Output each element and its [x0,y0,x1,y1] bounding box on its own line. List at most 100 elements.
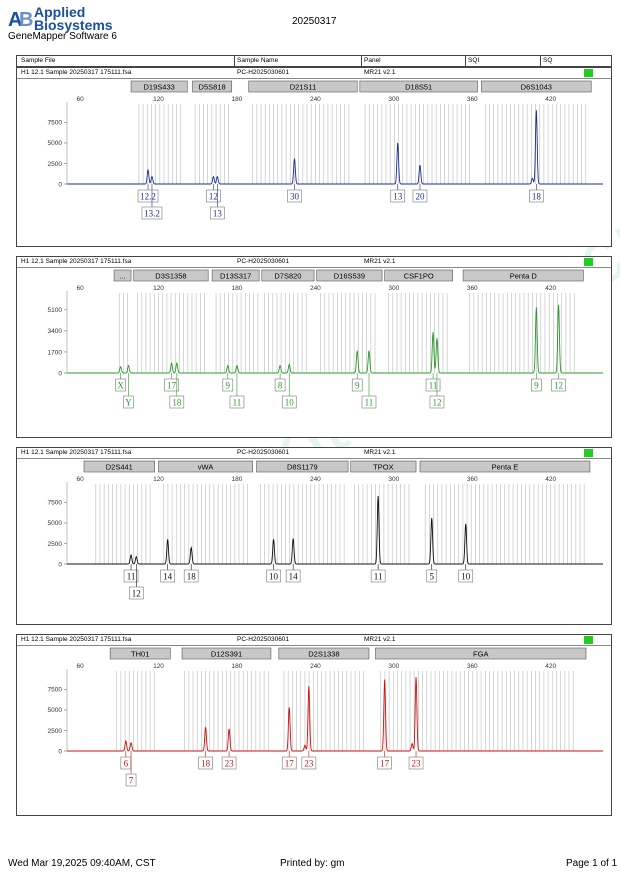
locus-marker-label: Penta D [510,272,538,281]
locus-marker[interactable]: D6S1043 [481,80,592,93]
allele-call[interactable]: 14 [160,564,175,583]
allele-call[interactable]: 11 [123,564,139,583]
allele-call[interactable]: 11 [229,373,245,409]
allele-call[interactable]: Y [123,373,134,409]
locus-marker[interactable]: D8S1179 [256,460,349,473]
allele-call[interactable]: 12.2 [137,184,159,203]
locus-marker[interactable]: D16S539 [316,269,383,282]
locus-marker-label: D5S818 [199,83,226,92]
sample-row[interactable]: H1 12.1 Sample 20250317 175111.fsa PC-H20… [17,448,611,459]
allele-call[interactable]: 30 [287,184,302,203]
sample-row[interactable]: H1 12.1 Sample 20250317 175111.fsa PC-H20… [17,257,611,268]
x-tick-label: 60 [76,663,84,670]
locus-marker-label: D7S820 [274,272,301,281]
y-tick-label: 1700 [48,349,63,356]
locus-marker[interactable]: D5S818 [192,80,233,93]
allele-call[interactable]: 10 [458,564,474,583]
allele-call[interactable]: 8 [274,373,286,392]
allele-call[interactable]: 11 [370,564,386,583]
allele-call-label: 14 [289,572,299,582]
locus-marker[interactable]: D13S317 [211,269,260,282]
allele-call[interactable]: 18 [198,751,213,770]
y-tick-label: 5000 [48,707,63,714]
allele-call[interactable]: 18 [529,184,544,203]
locus-marker[interactable]: FGA [375,647,587,660]
allele-call[interactable]: 13 [390,184,406,203]
sq-status-indicator [584,258,593,266]
allele-call[interactable]: X [115,373,126,392]
allele-call[interactable]: 9 [222,373,234,392]
locus-marker-label: D12S391 [211,650,242,659]
locus-marker[interactable]: Penta D [462,269,584,282]
allele-call[interactable]: 17 [281,751,297,770]
allele-call[interactable]: 17 [164,373,179,392]
col-panel: Panel [364,57,381,64]
sample-row[interactable]: H1 12.1 Sample 20250317 175111.fsa PC-H20… [17,635,611,646]
panel-cell: MR21 v2.1 [364,69,396,76]
col-sample-name: Sample Name [237,57,279,64]
locus-marker[interactable]: D3S1358 [133,269,209,282]
allele-call[interactable]: 5 [426,564,438,583]
allele-call[interactable]: 11 [361,373,377,409]
locus-marker[interactable]: ... [113,269,132,282]
allele-call-label: 13.2 [144,209,160,219]
allele-call[interactable]: 6 [120,751,132,770]
locus-marker-label: D2S441 [106,463,133,472]
allele-call-label: 12 [132,589,141,599]
locus-marker-label: D2S1338 [308,650,339,659]
allele-call-label: 30 [290,192,300,202]
chart-svg: ... D3S1358 D13S317 D7S820 D16S539 CSF1PO Pent… [48,269,603,409]
allele-call[interactable]: 9 [531,373,542,392]
allele-call[interactable]: 12 [206,184,221,203]
sample-file-cell: H1 12.1 Sample 20250317 175111.fsa [21,69,132,76]
locus-marker[interactable]: vWA [158,460,253,473]
allele-call[interactable]: 12 [551,373,566,392]
x-tick-label: 240 [310,96,321,103]
locus-marker[interactable]: D7S820 [261,269,315,282]
allele-call[interactable]: 7 [125,751,137,787]
locus-marker[interactable]: D21S11 [248,80,358,93]
locus-marker[interactable]: CSF1PO [384,269,453,282]
x-tick-label: 60 [76,96,84,103]
sq-status-indicator [584,449,593,457]
allele-call[interactable]: 18 [169,373,185,409]
allele-call[interactable]: 23 [221,751,237,770]
locus-marker[interactable]: D2S441 [83,460,155,473]
y-tick-label: 7500 [48,120,63,127]
locus-marker-label: TPOX [373,463,393,472]
allele-call[interactable]: 10 [266,564,281,583]
y-tick-label: 7500 [48,500,63,507]
allele-call[interactable]: 20 [412,184,428,203]
allele-call[interactable]: 13.2 [141,184,163,220]
locus-marker[interactable]: Penta E [419,460,591,473]
allele-call[interactable]: 12 [429,373,445,409]
locus-marker[interactable]: TPOX [350,460,417,473]
col-sample-file: Sample File [21,57,56,64]
allele-call[interactable]: 10 [281,373,297,409]
locus-marker[interactable]: D12S391 [181,647,272,660]
sample-row[interactable]: H1 12.1 Sample 20250317 175111.fsa PC-H20… [17,68,611,79]
allele-call[interactable]: 11 [425,373,441,392]
locus-marker[interactable]: D18S51 [359,80,478,93]
allele-call-label: 9 [226,381,231,391]
x-tick-label: 240 [310,285,321,292]
x-tick-label: 300 [388,285,399,292]
brand-line2: Biosystems [34,17,113,33]
locus-marker[interactable]: D2S1338 [278,647,370,660]
x-tick-label: 180 [232,663,243,670]
allele-call[interactable]: 18 [183,564,199,583]
allele-call-label: 17 [380,759,390,769]
allele-call[interactable]: 13 [210,184,225,220]
x-tick-label: 420 [545,663,556,670]
allele-call[interactable]: 12 [128,564,144,600]
brand-line1: Applied [34,4,86,20]
allele-call[interactable]: 23 [408,751,424,770]
allele-call[interactable]: 23 [301,751,317,770]
locus-marker-label: ... [119,272,125,281]
allele-call[interactable]: 17 [377,751,392,770]
locus-marker[interactable]: D19S433 [130,80,188,93]
locus-marker[interactable]: TH01 [109,647,171,660]
allele-call[interactable]: 14 [285,564,301,583]
allele-call[interactable]: 9 [351,373,363,392]
